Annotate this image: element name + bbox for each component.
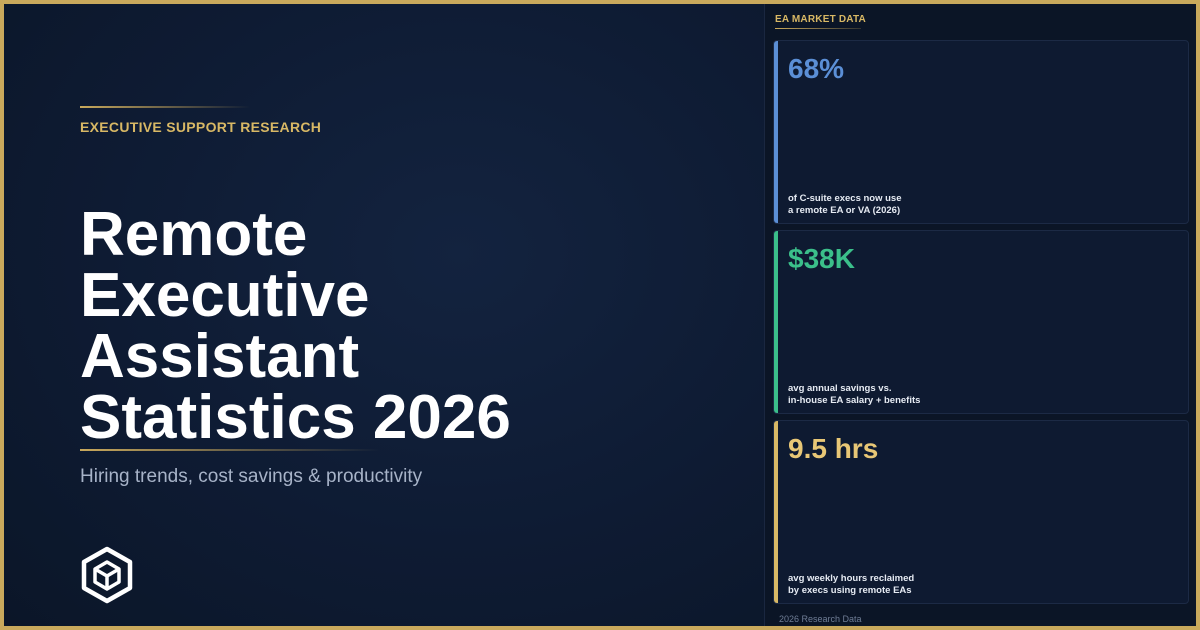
card-accent-bar	[774, 41, 778, 223]
page-title: Remote Executive Assistant Statistics 20…	[80, 200, 740, 452]
title-line-4: Statistics 2026	[80, 383, 511, 452]
stat-value: 9.5 hrs	[788, 433, 879, 464]
subtitle: Hiring trends, cost savings & productivi…	[80, 466, 423, 487]
card-accent-bar	[774, 421, 778, 603]
stat-value: 68%	[788, 53, 845, 84]
stat-value: $38K	[788, 243, 855, 274]
panel-label: EA MARKET DATA	[775, 14, 866, 25]
title-line-1: Remote	[80, 200, 308, 269]
stat-description: avg annual savings vs. in-house EA salar…	[788, 383, 920, 407]
stat-description-line: a remote EA or VA (2026)	[788, 205, 901, 216]
stat-card-executives: 68% of C-suite execs now use a remote EA…	[773, 40, 1189, 224]
stat-description-line: in-house EA salary + benefits	[788, 395, 921, 406]
stat-card-hours: 9.5 hrs avg weekly hours reclaimed by ex…	[773, 420, 1189, 604]
hero-section: EXECUTIVE SUPPORT RESEARCH Remote Execut…	[4, 4, 764, 626]
stat-description-line: avg annual savings vs.	[788, 383, 892, 394]
eyebrow-label: EXECUTIVE SUPPORT RESEARCH	[80, 119, 322, 135]
footnote: 2026 Research Data	[779, 614, 862, 624]
title-line-3: Assistant	[80, 322, 360, 391]
stats-panel: EA MARKET DATA 68% of C-suite execs now …	[764, 4, 1196, 626]
card-accent-bar	[774, 231, 778, 413]
stat-description-line: by execs using remote EAs	[788, 585, 912, 596]
title-underline	[80, 449, 380, 451]
eyebrow-rule	[80, 106, 250, 108]
panel-label-rule	[775, 28, 861, 29]
stat-description: avg weekly hours reclaimed by execs usin…	[788, 573, 914, 597]
stat-description-line: avg weekly hours reclaimed	[788, 573, 915, 584]
stat-card-savings: $38K avg annual savings vs. in-house EA …	[773, 230, 1189, 414]
stat-description: of C-suite execs now use a remote EA or …	[788, 193, 902, 217]
title-line-2: Executive	[80, 261, 370, 330]
stat-description-line: of C-suite execs now use	[788, 193, 902, 204]
hexagon-cube-logo-icon	[80, 546, 134, 604]
